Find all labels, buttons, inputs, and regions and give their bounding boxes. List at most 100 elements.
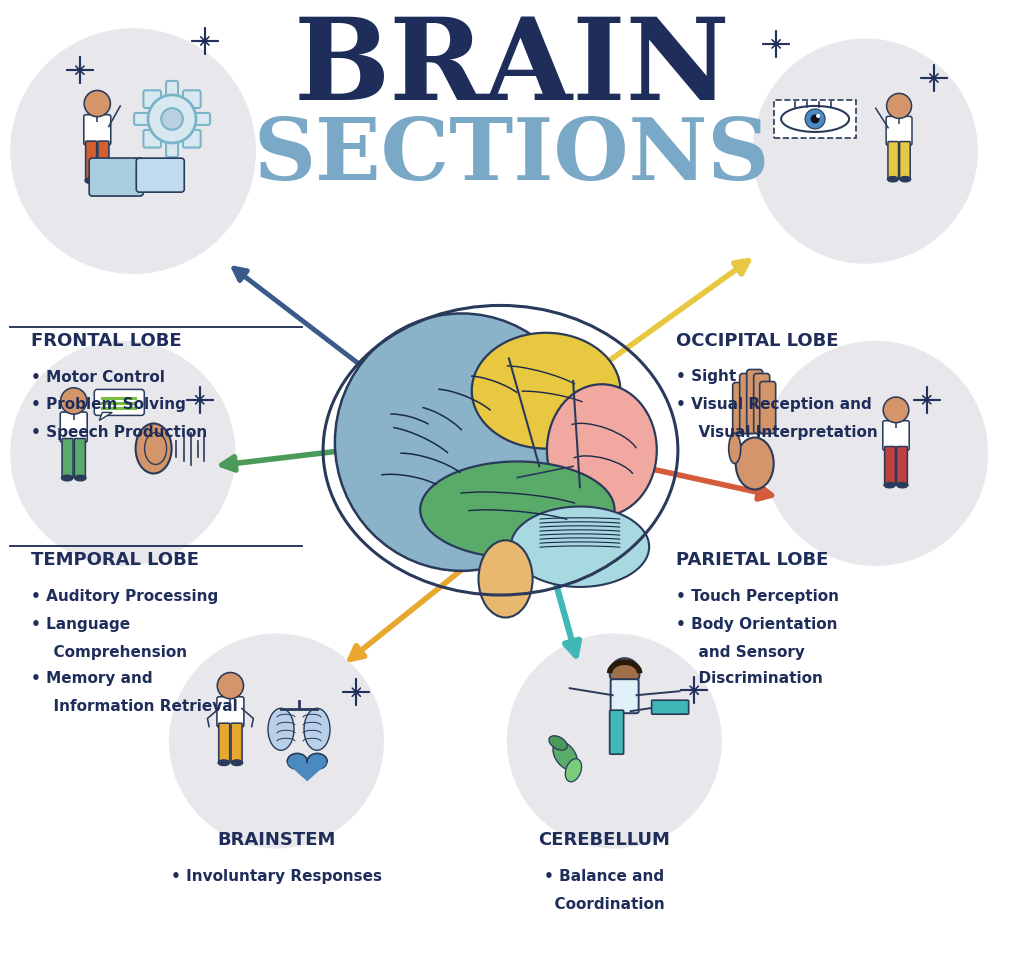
FancyBboxPatch shape (89, 158, 143, 196)
Text: and Sensory: and Sensory (688, 644, 805, 660)
Text: • Balance and: • Balance and (544, 869, 665, 883)
FancyBboxPatch shape (143, 91, 161, 108)
Text: PARIETAL LOBE: PARIETAL LOBE (676, 551, 828, 568)
Text: • Speech Production: • Speech Production (31, 425, 207, 441)
Circle shape (887, 94, 911, 118)
Ellipse shape (231, 760, 243, 765)
Ellipse shape (75, 475, 86, 481)
Circle shape (169, 634, 384, 848)
Ellipse shape (888, 176, 898, 182)
Ellipse shape (98, 177, 110, 183)
Text: • Problem Solving: • Problem Solving (31, 398, 185, 412)
Text: Comprehension: Comprehension (43, 644, 186, 660)
Text: • Body Orientation: • Body Orientation (676, 617, 838, 632)
Ellipse shape (565, 759, 582, 782)
FancyBboxPatch shape (190, 113, 210, 125)
FancyBboxPatch shape (739, 373, 756, 434)
Circle shape (84, 91, 111, 117)
Ellipse shape (511, 507, 649, 587)
Circle shape (60, 388, 87, 414)
Text: • Sight: • Sight (676, 370, 736, 384)
Text: • Visual Reception and: • Visual Reception and (676, 398, 871, 412)
Ellipse shape (735, 438, 774, 489)
Text: FRONTAL LOBE: FRONTAL LOBE (31, 332, 181, 349)
Circle shape (10, 28, 256, 274)
Ellipse shape (335, 314, 589, 571)
FancyBboxPatch shape (134, 113, 154, 125)
Ellipse shape (304, 708, 330, 751)
Circle shape (609, 658, 640, 688)
Circle shape (148, 95, 196, 143)
Ellipse shape (478, 540, 532, 617)
FancyBboxPatch shape (166, 81, 178, 101)
FancyBboxPatch shape (610, 680, 639, 713)
Text: SECTIONS: SECTIONS (254, 114, 770, 198)
Text: • Involuntary Responses: • Involuntary Responses (171, 869, 382, 883)
FancyBboxPatch shape (143, 130, 161, 147)
Text: TEMPORAL LOBE: TEMPORAL LOBE (31, 551, 199, 568)
Text: BRAIN: BRAIN (294, 13, 730, 124)
Ellipse shape (61, 475, 73, 481)
FancyBboxPatch shape (136, 158, 184, 192)
FancyBboxPatch shape (733, 382, 749, 434)
FancyBboxPatch shape (888, 141, 898, 179)
Circle shape (816, 114, 820, 118)
Ellipse shape (218, 760, 229, 765)
Ellipse shape (781, 106, 849, 132)
FancyBboxPatch shape (183, 130, 201, 147)
Ellipse shape (884, 483, 895, 488)
Ellipse shape (85, 177, 96, 183)
FancyBboxPatch shape (219, 723, 229, 762)
Ellipse shape (549, 736, 567, 750)
Text: Discrimination: Discrimination (688, 671, 822, 685)
Text: Coordination: Coordination (544, 897, 665, 912)
Text: Visual Interpretation: Visual Interpretation (688, 425, 878, 441)
Text: • Memory and: • Memory and (31, 671, 153, 685)
Circle shape (811, 114, 819, 124)
Ellipse shape (547, 384, 656, 516)
Text: • Motor Control: • Motor Control (31, 370, 165, 384)
FancyBboxPatch shape (897, 447, 907, 486)
Circle shape (507, 634, 722, 848)
Ellipse shape (307, 754, 328, 769)
FancyBboxPatch shape (98, 141, 109, 180)
Circle shape (753, 38, 978, 264)
FancyBboxPatch shape (86, 141, 96, 180)
Ellipse shape (729, 434, 740, 463)
Text: • Language: • Language (31, 617, 130, 632)
Text: • Touch Perception: • Touch Perception (676, 589, 839, 604)
FancyBboxPatch shape (883, 420, 909, 450)
Circle shape (805, 109, 825, 129)
FancyBboxPatch shape (62, 439, 73, 478)
FancyBboxPatch shape (609, 710, 624, 755)
Text: BRAINSTEM: BRAINSTEM (217, 831, 336, 848)
FancyBboxPatch shape (760, 381, 776, 434)
Text: OCCIPITAL LOBE: OCCIPITAL LOBE (676, 332, 839, 349)
FancyBboxPatch shape (94, 389, 144, 415)
Polygon shape (287, 763, 328, 781)
Text: CEREBELLUM: CEREBELLUM (539, 831, 670, 848)
FancyBboxPatch shape (84, 115, 111, 145)
FancyBboxPatch shape (900, 141, 910, 179)
FancyBboxPatch shape (754, 373, 770, 434)
Ellipse shape (897, 483, 908, 488)
FancyBboxPatch shape (885, 447, 895, 486)
Ellipse shape (135, 423, 172, 474)
Circle shape (763, 340, 988, 566)
Circle shape (10, 340, 236, 566)
FancyBboxPatch shape (886, 116, 912, 145)
Circle shape (161, 108, 183, 130)
FancyBboxPatch shape (774, 100, 856, 137)
Circle shape (217, 673, 244, 699)
Circle shape (883, 397, 909, 423)
Ellipse shape (900, 176, 910, 182)
Polygon shape (99, 412, 113, 420)
Text: Information Retrieval: Information Retrieval (43, 699, 238, 714)
Ellipse shape (268, 708, 294, 751)
FancyBboxPatch shape (183, 91, 201, 108)
Text: • Auditory Processing: • Auditory Processing (31, 589, 218, 604)
Ellipse shape (420, 461, 614, 558)
FancyBboxPatch shape (231, 723, 242, 762)
FancyBboxPatch shape (217, 697, 244, 727)
FancyBboxPatch shape (60, 412, 87, 443)
